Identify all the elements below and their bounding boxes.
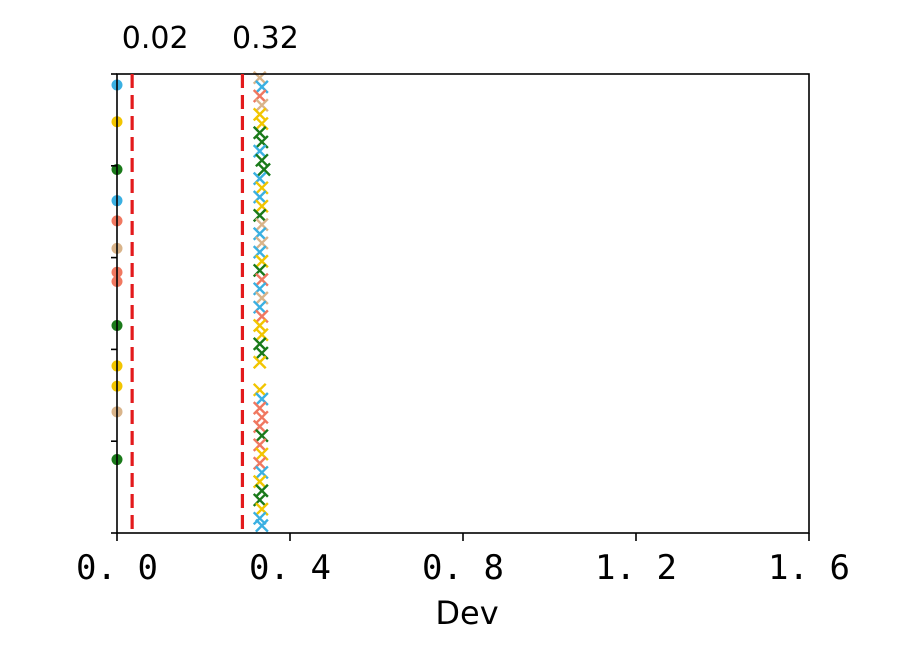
point-x-11 xyxy=(257,162,271,177)
x-axis-title: Dev xyxy=(435,594,498,632)
reference-line-label-1: 0.02 xyxy=(122,21,189,56)
reference-line-label-2: 0.32 xyxy=(232,21,299,56)
plot-frame xyxy=(116,73,810,534)
axis-ticks: 0. 0 0. 4 0. 8 1. 2 1. 6 xyxy=(76,73,850,588)
x-tick-label-5: 1. 6 xyxy=(768,548,850,588)
point-x-48 xyxy=(255,518,269,533)
x-tick-label-4: 1. 2 xyxy=(595,548,677,588)
plot-layer xyxy=(111,70,271,533)
x-tick-label-2: 0. 4 xyxy=(249,548,331,588)
x-tick-label-1: 0. 0 xyxy=(76,548,158,588)
x-tick-label-3: 0. 8 xyxy=(422,548,504,588)
reference-lines: 0.02 0.32 xyxy=(122,21,299,536)
point-x-32 xyxy=(252,355,267,370)
